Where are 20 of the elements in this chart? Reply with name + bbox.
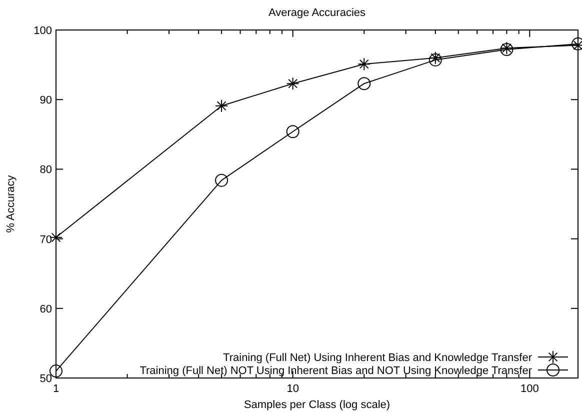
point — [215, 99, 228, 112]
x-axis-title: Samples per Class (log scale) — [244, 399, 390, 411]
point — [358, 58, 371, 71]
y-tick-label: 70 — [40, 234, 52, 246]
y-axis-title: % Accuracy — [5, 174, 17, 233]
y-tick-label: 100 — [34, 25, 52, 37]
y-tick-label: 80 — [40, 164, 52, 176]
y-tick-label: 50 — [40, 373, 52, 385]
point — [215, 174, 228, 187]
point — [358, 77, 371, 90]
x-tick-label: 100 — [520, 383, 539, 395]
chart-title: Average Accuracies — [268, 7, 366, 19]
x-tick-label: 10 — [286, 383, 299, 395]
legend-label: Training (Full Net) Using Inherent Bias and Knowledge Transfer — [223, 352, 532, 364]
x-tick-label: 1 — [52, 383, 60, 395]
point — [286, 125, 300, 138]
y-tick-label: 90 — [40, 94, 52, 107]
point — [286, 77, 300, 90]
y-tick-label: 60 — [40, 303, 52, 316]
legend-label: Training (Full Net) NOT Using Inherent Bias and NOT Using Knowledge Transfer — [140, 365, 532, 377]
